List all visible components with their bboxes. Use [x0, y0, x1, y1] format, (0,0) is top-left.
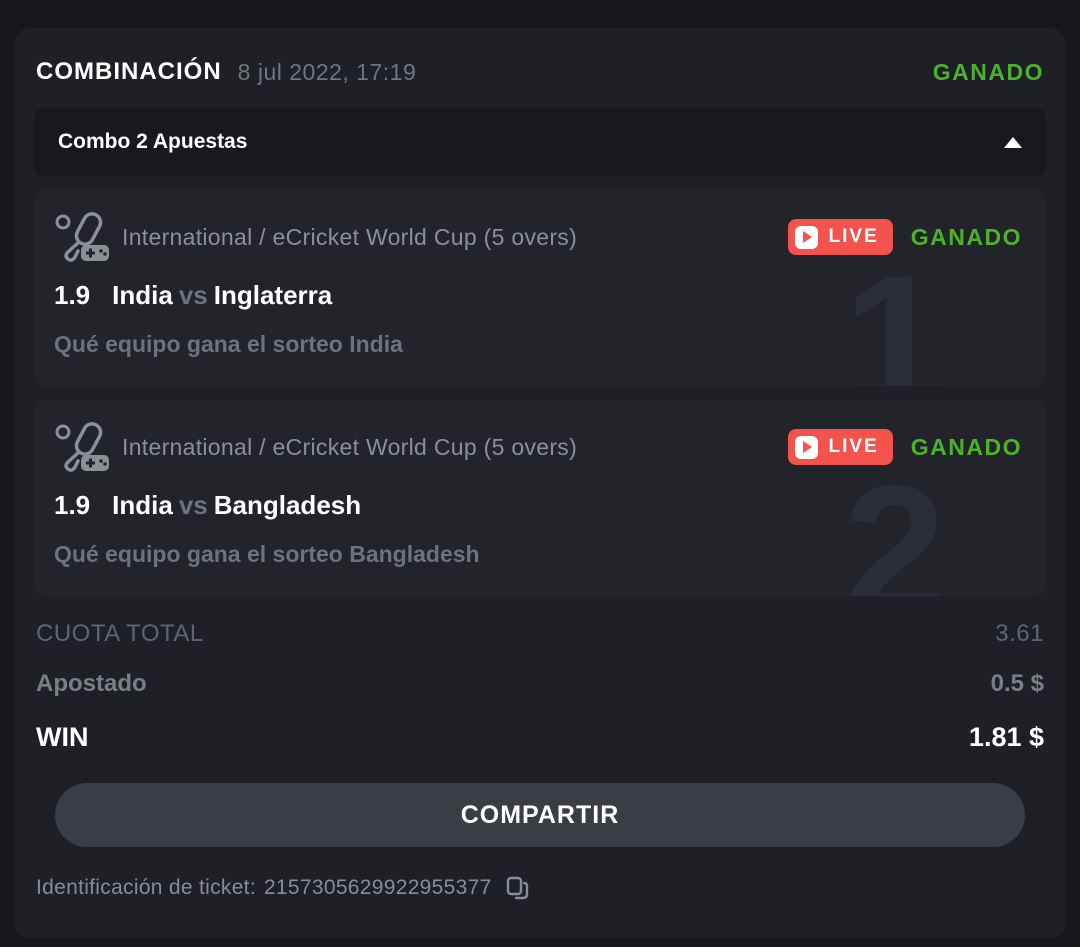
live-label: LIVE — [828, 436, 879, 457]
chevron-up-icon[interactable] — [1004, 136, 1022, 148]
bet-status-badge: GANADO — [910, 433, 1022, 460]
ecricket-sport-icon — [55, 422, 109, 472]
bet-number-watermark: 2 — [843, 448, 946, 597]
ticket-id-value: 2157305629922955377 — [263, 876, 492, 899]
combo-collapse-bar[interactable]: Combo 2 Apuestas — [34, 108, 1046, 176]
win-value: 1.81 $ — [968, 722, 1044, 752]
team-away: Bangladesh — [213, 490, 362, 520]
team-home: India — [112, 280, 173, 310]
market-description: Qué equipo gana el sorteo India — [54, 331, 403, 357]
team-away: Inglaterra — [213, 280, 333, 310]
ecricket-sport-icon — [55, 212, 109, 262]
bet-card: International / eCricket World Cup (5 ov… — [34, 400, 1046, 596]
bet-selection-line: 1.9 India vs Inglaterra — [54, 280, 1022, 311]
live-badge: LIVE — [787, 429, 893, 465]
total-odds-label: CUOTA TOTAL — [36, 620, 204, 647]
play-icon — [794, 435, 818, 459]
bet-ticket-card: COMBINACIÓN 8 jul 2022, 17:19 GANADO Com… — [14, 28, 1066, 938]
stake-row: Apostado 0.5 $ — [36, 670, 1044, 698]
stake-value: 0.5 $ — [990, 670, 1044, 697]
copy-icon[interactable] — [504, 875, 530, 901]
odds-value: 1.9 — [54, 280, 91, 310]
bet-status-badge: GANADO — [910, 223, 1022, 250]
team-home: India — [112, 490, 173, 520]
ticket-header: COMBINACIÓN 8 jul 2022, 17:19 GANADO — [34, 46, 1046, 98]
market-description: Qué equipo gana el sorteo Bangladesh — [54, 541, 480, 567]
win-label: WIN — [36, 722, 89, 752]
share-button[interactable]: COMPARTIR — [55, 783, 1025, 847]
bet-selection-line: 1.9 India vs Bangladesh — [54, 490, 1022, 521]
bet-card: International / eCricket World Cup (5 ov… — [34, 190, 1046, 386]
ticket-status-badge: GANADO — [932, 58, 1044, 85]
total-odds-row: CUOTA TOTAL 3.61 — [36, 620, 1044, 648]
gamepad-glyph — [81, 245, 109, 261]
bet-number-watermark: 1 — [843, 238, 946, 387]
combo-label: Combo 2 Apuestas — [58, 130, 248, 153]
live-label: LIVE — [828, 226, 879, 247]
win-row: WIN 1.81 $ — [36, 722, 1044, 753]
gamepad-glyph — [81, 455, 109, 471]
league-title: International / eCricket World Cup (5 ov… — [122, 223, 578, 250]
ticket-type-label: COMBINACIÓN — [36, 58, 222, 85]
vs-label: vs — [178, 280, 208, 310]
vs-label: vs — [178, 490, 208, 520]
ticket-id-label: Identificación de ticket: — [36, 876, 256, 899]
ticket-datetime: 8 jul 2022, 17:19 — [237, 58, 417, 85]
league-title: International / eCricket World Cup (5 ov… — [122, 433, 578, 460]
stake-label: Apostado — [36, 670, 147, 697]
ticket-id-row: Identificación de ticket: 21573056299229… — [34, 875, 1046, 901]
total-odds-value: 3.61 — [995, 620, 1044, 647]
odds-value: 1.9 — [54, 490, 91, 520]
ticket-summary: CUOTA TOTAL 3.61 Apostado 0.5 $ WIN 1.81… — [34, 596, 1046, 753]
play-icon — [794, 225, 818, 249]
live-badge: LIVE — [787, 219, 893, 255]
